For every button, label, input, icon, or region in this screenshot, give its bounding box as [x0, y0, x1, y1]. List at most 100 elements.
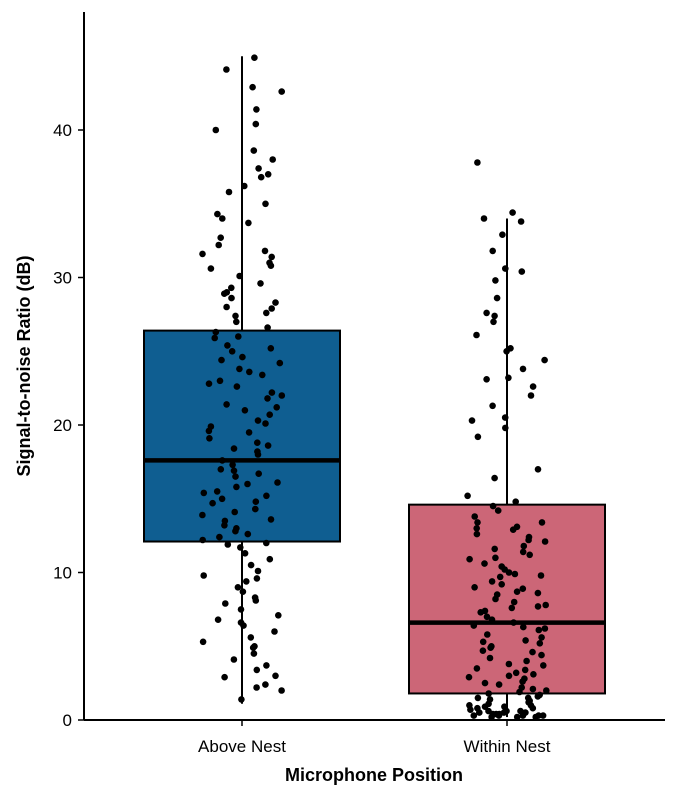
data-point-above-nest [228, 348, 236, 355]
data-point-within-nest [471, 584, 478, 591]
data-point-above-nest [264, 171, 272, 178]
data-point-within-nest [488, 578, 496, 585]
y-tick-label: 20 [53, 416, 72, 435]
data-point-within-nest [508, 604, 516, 612]
data-point-above-nest [199, 511, 206, 519]
data-point-above-nest [263, 539, 270, 547]
data-point-above-nest [245, 219, 252, 227]
data-point-within-nest [480, 215, 488, 222]
data-point-above-nest [234, 584, 242, 591]
data-point-within-nest [537, 572, 545, 579]
points-layer [199, 54, 550, 721]
data-point-above-nest [225, 188, 233, 196]
data-point-within-nest [484, 631, 491, 638]
data-point-above-nest [199, 536, 206, 544]
data-point-within-nest [491, 545, 499, 553]
data-point-above-nest [230, 467, 238, 475]
data-point-above-nest [218, 356, 225, 364]
data-point-above-nest [217, 234, 224, 241]
data-point-within-nest [520, 542, 528, 550]
data-point-above-nest [244, 530, 252, 538]
data-point-above-nest [238, 696, 245, 703]
data-point-within-nest [516, 688, 523, 696]
data-point-above-nest [273, 404, 281, 411]
data-point-within-nest [490, 318, 497, 326]
data-point-within-nest [467, 706, 474, 713]
data-point-within-nest [512, 669, 520, 677]
data-point-above-nest [252, 505, 259, 513]
data-point-within-nest [489, 247, 497, 255]
y-axis-title: Signal-to-noise Ratio (dB) [14, 256, 34, 477]
data-point-above-nest [213, 488, 221, 495]
data-point-within-nest [519, 585, 527, 592]
data-point-within-nest [541, 356, 548, 364]
data-point-above-nest [268, 253, 276, 261]
data-point-within-nest [495, 681, 503, 688]
data-point-above-nest [252, 120, 260, 128]
data-point-within-nest [522, 709, 529, 716]
data-point-above-nest [254, 567, 262, 575]
data-point-above-nest [232, 312, 239, 320]
data-point-within-nest [538, 519, 546, 526]
data-point-within-nest [519, 365, 527, 373]
data-point-above-nest [255, 165, 262, 172]
data-point-above-nest [250, 650, 258, 657]
y-tick-label: 40 [53, 121, 72, 140]
data-point-within-nest [481, 679, 489, 687]
data-point-within-nest [489, 402, 496, 410]
data-point-within-nest [513, 523, 521, 531]
data-point-within-nest [474, 519, 481, 526]
data-point-above-nest [272, 299, 279, 306]
data-point-within-nest [518, 268, 526, 275]
data-point-above-nest [218, 495, 226, 503]
data-point-above-nest [249, 83, 256, 91]
data-point-within-nest [536, 640, 544, 647]
data-point-above-nest [219, 215, 226, 222]
data-point-within-nest [524, 694, 532, 702]
data-point-within-nest [526, 551, 533, 559]
data-point-above-nest [243, 578, 250, 585]
data-point-above-nest [264, 324, 271, 331]
data-point-above-nest [244, 480, 251, 488]
data-point-within-nest [520, 623, 527, 631]
data-point-within-nest [487, 644, 494, 651]
data-point-above-nest [233, 525, 240, 532]
data-point-within-nest [513, 588, 521, 595]
data-point-above-nest [199, 638, 207, 646]
data-point-above-nest [262, 200, 269, 208]
data-point-above-nest [268, 389, 276, 396]
data-point-above-nest [263, 492, 270, 500]
data-point-above-nest [253, 575, 261, 582]
data-point-above-nest [219, 457, 226, 464]
data-point-above-nest [253, 684, 260, 691]
data-point-above-nest [205, 380, 213, 388]
data-point-within-nest [505, 660, 513, 668]
data-point-above-nest [278, 88, 286, 95]
data-point-within-nest [534, 466, 542, 473]
data-point-above-nest [267, 345, 275, 352]
data-point-above-nest [221, 673, 228, 681]
data-point-above-nest [237, 606, 245, 613]
data-point-above-nest [269, 156, 277, 163]
data-point-above-nest [241, 407, 249, 414]
data-point-above-nest [253, 106, 260, 113]
x-tick-label: Above Nest [198, 737, 286, 756]
data-point-within-nest [543, 687, 550, 694]
data-point-within-nest [534, 589, 542, 597]
data-point-above-nest [259, 371, 266, 379]
data-point-above-nest [239, 353, 246, 361]
x-tick-label: Within Nest [464, 737, 551, 756]
data-point-above-nest [264, 442, 272, 449]
data-point-above-nest [224, 541, 232, 548]
data-point-above-nest [271, 628, 278, 635]
data-point-within-nest [538, 634, 545, 641]
data-point-within-nest [505, 569, 513, 576]
data-point-within-nest [530, 671, 537, 678]
data-point-within-nest [473, 331, 480, 339]
data-point-above-nest [228, 294, 235, 302]
data-point-above-nest [262, 420, 269, 427]
ticks-layer: 0 10 20 30 40 Above Nest Within Nest [53, 121, 551, 756]
data-point-above-nest [278, 392, 286, 399]
y-tick-label: 10 [53, 564, 72, 583]
data-point-above-nest [252, 498, 260, 506]
